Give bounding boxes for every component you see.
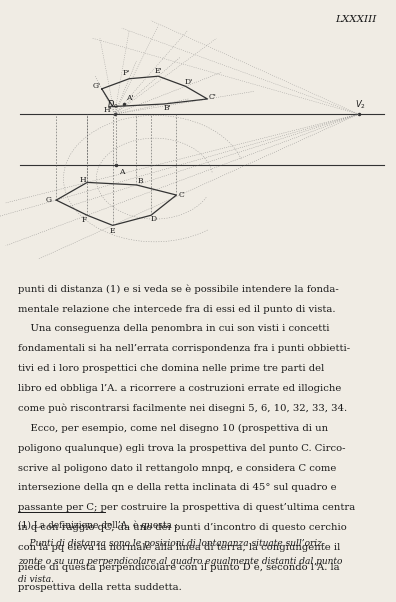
Text: di vista.: di vista. bbox=[18, 575, 54, 584]
Text: $V_2$: $V_2$ bbox=[355, 98, 366, 111]
Text: libro ed obbliga l’A. a ricorrere a costruzioni errate ed illogiche: libro ed obbliga l’A. a ricorrere a cost… bbox=[18, 384, 341, 393]
Text: in q con raggio qC, da uno dei punti d’incontro di questo cerchio: in q con raggio qC, da uno dei punti d’i… bbox=[18, 523, 346, 532]
Text: tivi ed i loro prospettici che domina nelle prime tre parti del: tivi ed i loro prospettici che domina ne… bbox=[18, 364, 324, 373]
Text: A: A bbox=[119, 169, 124, 176]
Text: D': D' bbox=[185, 78, 193, 86]
Text: E: E bbox=[110, 228, 116, 235]
Text: con la pq eleva la normale alla linea di terra, la congiungente il: con la pq eleva la normale alla linea di… bbox=[18, 543, 340, 552]
Text: $D_0$: $D_0$ bbox=[107, 98, 118, 111]
Text: come può riscontrarsi facilmente nei disegni 5, 6, 10, 32, 33, 34.: come può riscontrarsi facilmente nei dis… bbox=[18, 404, 347, 414]
Text: B': B' bbox=[164, 104, 171, 111]
Text: scrive al poligono dato il rettangolo mnpq, e considera C come: scrive al poligono dato il rettangolo mn… bbox=[18, 464, 336, 473]
Text: intersezione della qn e della retta inclinata di 45° sul quadro e: intersezione della qn e della retta incl… bbox=[18, 483, 337, 492]
Text: B: B bbox=[137, 178, 143, 185]
Text: D: D bbox=[151, 215, 157, 223]
Text: prospettiva della retta suddetta.: prospettiva della retta suddetta. bbox=[18, 583, 182, 592]
Text: poligono qualunque) egli trova la prospettiva del punto C. Circo-: poligono qualunque) egli trova la prospe… bbox=[18, 444, 345, 453]
Text: H': H' bbox=[104, 105, 112, 114]
Text: fondamentali si ha nell’errata corrispondenza fra i punti obbietti-: fondamentali si ha nell’errata corrispon… bbox=[18, 344, 350, 353]
Text: H: H bbox=[79, 176, 86, 184]
Text: Ecco, per esempio, come nel disegno 10 (prospettiva di un: Ecco, per esempio, come nel disegno 10 (… bbox=[18, 424, 328, 433]
Text: C': C' bbox=[209, 93, 217, 101]
Text: A': A' bbox=[126, 94, 133, 102]
Text: Punti di distanza sono le posizioni di lontananza situate sull’oriz-: Punti di distanza sono le posizioni di l… bbox=[18, 539, 325, 548]
Text: LXXXIII: LXXXIII bbox=[335, 15, 376, 24]
Text: P': P' bbox=[122, 69, 129, 77]
Text: passante per C; per costruire la prospettiva di quest’ultima centra: passante per C; per costruire la prospet… bbox=[18, 503, 355, 512]
Text: piede di questa perpendicolare con il punto D è, secondo l’A. la: piede di questa perpendicolare con il pu… bbox=[18, 563, 339, 573]
Text: zonte o su una perpendicolare al quadro egualmente distanti dal punto: zonte o su una perpendicolare al quadro … bbox=[18, 557, 342, 566]
Text: punti di distanza (1) e si veda se è possibile intendere la fonda-: punti di distanza (1) e si veda se è pos… bbox=[18, 285, 339, 294]
Text: G: G bbox=[46, 196, 52, 204]
Text: mentale relazione che intercede fra di essi ed il punto di vista.: mentale relazione che intercede fra di e… bbox=[18, 305, 335, 314]
Text: (1) La definizione dell’A. è questa :: (1) La definizione dell’A. è questa : bbox=[18, 521, 178, 530]
Text: Una conseguenza della penombra in cui son visti i concetti: Una conseguenza della penombra in cui so… bbox=[18, 324, 329, 334]
Text: F: F bbox=[82, 216, 87, 224]
Text: C: C bbox=[178, 191, 184, 199]
Text: G': G' bbox=[92, 82, 100, 90]
Text: E': E' bbox=[154, 67, 162, 75]
